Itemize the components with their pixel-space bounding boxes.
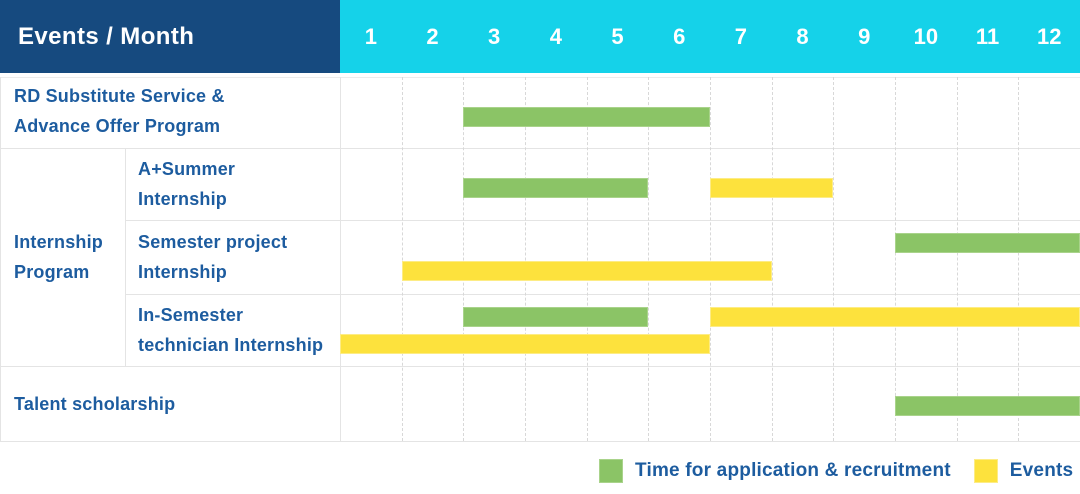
row-separator-line (0, 366, 1080, 367)
label-line: Internship (138, 262, 228, 282)
legend-swatch-yellow (973, 459, 998, 483)
label-line: Internship (14, 232, 104, 252)
legend: Time for application & recruitment Events (599, 459, 1073, 483)
application-recruitment-bar-row-3-m3-5 (463, 307, 649, 327)
label-line: technician Internship (138, 335, 324, 355)
month-header-6: 6 (673, 23, 686, 49)
row-separator-line (125, 294, 1080, 295)
month-header-1: 1 (364, 23, 377, 49)
events-bar-row-3-m1-6 (340, 334, 710, 354)
month-gridline (1018, 77, 1020, 441)
row-separator-line (0, 441, 1080, 442)
label-line: Internship (138, 189, 228, 209)
row-label-rd-substitute-service-advance-offer-program: RD Substitute Service & Advance Offer Pro… (0, 73, 340, 148)
column-border-line (125, 148, 126, 366)
label-line: A+Summer (138, 159, 236, 179)
legend-label: Time for application & recruitment (635, 460, 951, 481)
month-header-row: 1 2 3 4 5 6 7 8 9 10 11 12 (340, 0, 1080, 73)
month-gridline (956, 77, 958, 441)
month-gridline (525, 77, 526, 441)
group-cell-internship-program: Internship Program (0, 148, 125, 366)
column-border-line (340, 77, 341, 441)
month-header-12: 12 (1036, 23, 1062, 49)
row-separator-line (0, 148, 1080, 149)
row-label-semester-project-internship: Semester project Internship (125, 220, 340, 294)
month-header-11: 11 (975, 23, 1000, 49)
events-bar-row-1-m7-8 (710, 178, 834, 198)
events-bar-row-2-m2-7 (401, 261, 772, 281)
month-gridline (648, 77, 650, 441)
label-line: In-Semester (138, 305, 244, 325)
label-line: RD Substitute Service & (14, 85, 225, 106)
row-label-a-summer-internship: A+Summer Internship (125, 148, 340, 220)
application-recruitment-bar-row-1-m3-5 (463, 178, 649, 198)
month-gridline (586, 77, 588, 441)
label-line: Program (14, 262, 90, 282)
month-header-7: 7 (734, 23, 747, 49)
events-bar-row-3-m7-12 (710, 307, 1080, 327)
month-gridline (710, 77, 711, 441)
month-gridline (833, 77, 835, 441)
label-line: Talent scholarship (14, 393, 176, 414)
row-label-in-semester-technician-internship: In-Semester technician Internship (125, 294, 340, 366)
month-header-5: 5 (611, 23, 624, 49)
legend-label: Events (1009, 460, 1074, 481)
application-recruitment-bar-row-4-m10-12 (895, 396, 1080, 416)
label-line: Advance Offer Program (14, 115, 221, 136)
legend-item-events: Events (973, 459, 1074, 483)
events-month-title: Events / Month (18, 22, 195, 50)
month-header-2: 2 (426, 23, 439, 49)
row-separator-line (0, 77, 1080, 78)
application-recruitment-bar-row-2-m10-12 (895, 233, 1080, 253)
month-gridline (463, 77, 465, 441)
month-gridline (771, 77, 773, 441)
legend-item-time-for-application-recruitment: Time for application & recruitment (599, 459, 951, 483)
month-header-8: 8 (796, 23, 809, 49)
month-header-4: 4 (549, 23, 562, 49)
month-header-9: 9 (858, 23, 871, 49)
column-border-line (0, 77, 1, 441)
month-gridline (401, 77, 403, 441)
row-separator-line (125, 220, 1080, 221)
month-header-3: 3 (488, 23, 501, 49)
row-label-talent-scholarship: Talent scholarship (0, 366, 340, 441)
month-gridline (895, 77, 896, 441)
application-recruitment-bar-row-0-m3-6 (463, 107, 710, 127)
legend-swatch-green (599, 459, 623, 483)
header-events-month-cell: Events / Month (0, 0, 340, 73)
month-header-10: 10 (913, 23, 939, 49)
label-line: Semester project (138, 232, 288, 252)
